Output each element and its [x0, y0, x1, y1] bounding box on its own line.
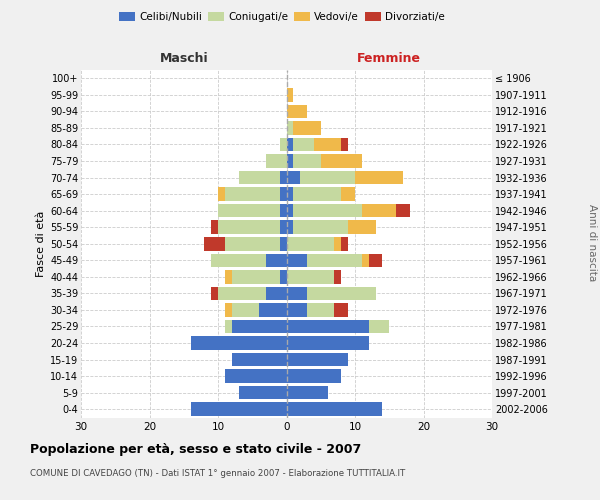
Bar — [211, 286, 218, 300]
Text: Anni di nascita: Anni di nascita — [587, 204, 597, 281]
Bar — [293, 154, 321, 168]
Bar — [280, 237, 287, 250]
Bar — [211, 220, 218, 234]
Bar — [218, 204, 280, 218]
Bar — [287, 220, 293, 234]
Bar — [307, 254, 362, 267]
Text: Femmine: Femmine — [357, 52, 421, 65]
Bar — [287, 370, 341, 383]
Bar — [396, 204, 410, 218]
Bar — [307, 303, 334, 316]
Text: COMUNE DI CAVEDAGO (TN) - Dati ISTAT 1° gennaio 2007 - Elaborazione TUTTITALIA.I: COMUNE DI CAVEDAGO (TN) - Dati ISTAT 1° … — [30, 468, 405, 477]
Bar — [239, 386, 287, 400]
Bar — [232, 320, 287, 334]
Bar — [293, 188, 341, 201]
Bar — [232, 303, 259, 316]
Bar — [293, 121, 321, 134]
Text: Popolazione per età, sesso e stato civile - 2007: Popolazione per età, sesso e stato civil… — [30, 442, 361, 456]
Bar — [280, 188, 287, 201]
Bar — [334, 237, 341, 250]
Bar — [293, 204, 362, 218]
Y-axis label: Fasce di età: Fasce di età — [35, 210, 46, 277]
Bar — [225, 320, 232, 334]
Bar — [334, 270, 341, 283]
Bar — [232, 353, 287, 366]
Bar — [280, 171, 287, 184]
Bar — [300, 171, 355, 184]
Bar — [225, 303, 232, 316]
Bar — [287, 171, 300, 184]
Bar — [225, 237, 280, 250]
Bar — [355, 171, 403, 184]
Bar — [287, 188, 293, 201]
Bar — [293, 138, 314, 151]
Bar — [211, 254, 266, 267]
Bar — [218, 188, 225, 201]
Bar — [362, 254, 369, 267]
Bar — [287, 336, 369, 350]
Bar — [218, 286, 266, 300]
Bar — [266, 254, 287, 267]
Bar — [341, 237, 348, 250]
Bar — [259, 303, 287, 316]
Bar — [287, 154, 293, 168]
Bar — [191, 402, 287, 416]
Bar — [287, 121, 293, 134]
Bar — [280, 138, 287, 151]
Bar — [307, 286, 376, 300]
Bar — [334, 303, 348, 316]
Bar — [205, 237, 225, 250]
Bar — [280, 204, 287, 218]
Bar — [287, 204, 293, 218]
Bar — [362, 204, 396, 218]
Bar — [287, 104, 307, 118]
Text: Maschi: Maschi — [160, 52, 208, 65]
Legend: Celibi/Nubili, Coniugati/e, Vedovi/e, Divorziati/e: Celibi/Nubili, Coniugati/e, Vedovi/e, Di… — [115, 8, 449, 26]
Bar — [287, 88, 293, 102]
Bar — [232, 270, 280, 283]
Bar — [239, 171, 280, 184]
Bar — [266, 286, 287, 300]
Bar — [287, 402, 382, 416]
Bar — [314, 138, 341, 151]
Bar — [287, 353, 348, 366]
Bar — [348, 220, 376, 234]
Bar — [287, 254, 307, 267]
Bar — [321, 154, 362, 168]
Bar — [287, 386, 328, 400]
Bar — [287, 270, 334, 283]
Bar — [266, 154, 287, 168]
Bar — [369, 320, 389, 334]
Bar — [225, 270, 232, 283]
Bar — [293, 220, 348, 234]
Bar — [287, 320, 369, 334]
Bar — [287, 286, 307, 300]
Bar — [225, 188, 280, 201]
Bar — [225, 370, 287, 383]
Bar — [287, 303, 307, 316]
Bar — [369, 254, 382, 267]
Bar — [280, 220, 287, 234]
Bar — [341, 188, 355, 201]
Bar — [280, 270, 287, 283]
Bar — [287, 237, 334, 250]
Bar — [191, 336, 287, 350]
Bar — [287, 138, 293, 151]
Bar — [218, 220, 280, 234]
Bar — [341, 138, 348, 151]
